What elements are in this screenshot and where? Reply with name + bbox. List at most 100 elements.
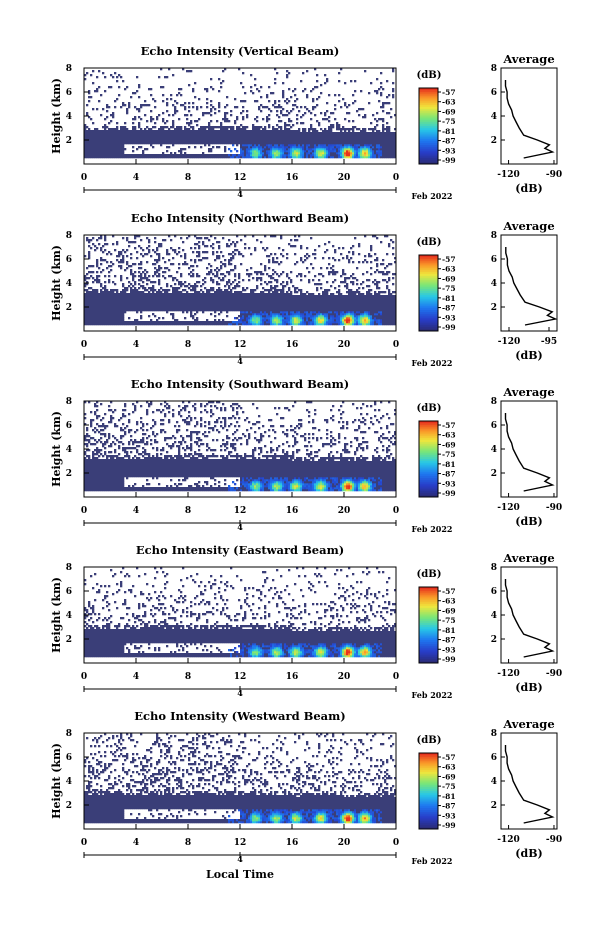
heatmap-cell <box>174 110 176 112</box>
heatmap-cell <box>224 116 226 118</box>
heatmap-cell <box>354 156 356 158</box>
heatmap-cell <box>86 154 88 156</box>
heatmap-cell <box>244 295 246 297</box>
heatmap-cell <box>260 317 262 319</box>
heatmap-cell <box>376 293 378 295</box>
heatmap-cell <box>230 297 232 299</box>
heatmap-cell <box>378 295 380 297</box>
heatmap-cell <box>110 132 112 134</box>
heatmap-cell <box>198 132 200 134</box>
heatmap-cell <box>128 130 130 132</box>
heatmap-cell <box>358 297 360 299</box>
heatmap-cell <box>116 321 118 323</box>
heatmap-cell <box>368 134 370 136</box>
heatmap-cell <box>326 136 328 138</box>
heatmap-cell <box>222 303 224 305</box>
heatmap-cell <box>296 152 298 154</box>
heatmap-cell <box>110 114 112 116</box>
heatmap-cell <box>346 297 348 299</box>
heatmap-cell <box>154 138 156 140</box>
heatmap-cell <box>208 126 210 128</box>
heatmap-cell <box>380 156 382 158</box>
heatmap-cell <box>336 132 338 134</box>
heatmap-cell <box>194 156 196 158</box>
heatmap-cell <box>338 307 340 309</box>
heatmap-cell <box>138 291 140 293</box>
x-tick-label: 0 <box>81 173 87 183</box>
heatmap-cell <box>350 311 352 313</box>
heatmap-cell <box>254 297 256 299</box>
heatmap-cell <box>260 146 262 148</box>
heatmap-cell <box>234 130 236 132</box>
heatmap-cell <box>328 132 330 134</box>
heatmap-cell <box>258 297 260 299</box>
heatmap-cell <box>250 144 252 146</box>
heatmap-cell <box>108 154 110 156</box>
heatmap-cell <box>338 315 340 317</box>
heatmap-cell <box>330 136 332 138</box>
heatmap-cell <box>144 128 146 130</box>
heatmap-cell <box>110 136 112 138</box>
heatmap-cell <box>316 319 318 321</box>
heatmap-cell <box>96 307 98 309</box>
heatmap-cell <box>382 317 384 319</box>
heatmap-cell <box>390 140 392 142</box>
heatmap-cell <box>336 303 338 305</box>
heatmap-cell <box>134 321 136 323</box>
heatmap-cell <box>248 307 250 309</box>
heatmap-cell <box>258 138 260 140</box>
heatmap-cell <box>138 293 140 295</box>
heatmap-cell <box>196 297 198 299</box>
heatmap-cell <box>162 321 164 323</box>
heatmap-cell <box>182 297 184 299</box>
heatmap-cell <box>226 303 228 305</box>
heatmap-cell <box>378 323 380 325</box>
heatmap-cell <box>148 301 150 303</box>
heatmap-cell <box>220 293 222 295</box>
heatmap-cell <box>210 110 212 112</box>
heatmap-cell <box>254 154 256 156</box>
heatmap-cell <box>152 130 154 132</box>
heatmap-cell <box>286 130 288 132</box>
heatmap-cell <box>310 295 312 297</box>
heatmap-cell <box>212 142 214 144</box>
heatmap-cell <box>324 136 326 138</box>
heatmap-cell <box>94 146 96 148</box>
heatmap-cell <box>372 138 374 140</box>
heatmap-cell <box>366 295 368 297</box>
heatmap-cell <box>284 152 286 154</box>
heatmap-cell <box>208 122 210 124</box>
heatmap-cell <box>292 138 294 140</box>
heatmap-cell <box>120 309 122 311</box>
heatmap-cell <box>112 295 114 297</box>
heatmap-cell <box>154 132 156 134</box>
heatmap-cell <box>280 156 282 158</box>
heatmap-cell <box>190 120 192 122</box>
heatmap-cell <box>346 134 348 136</box>
heatmap-cell <box>284 126 286 128</box>
heatmap-cell <box>274 134 276 136</box>
heatmap-cell <box>322 319 324 321</box>
heatmap-cell <box>132 136 134 138</box>
heatmap-cell <box>94 90 96 92</box>
heatmap-cell <box>138 307 140 309</box>
heatmap-cell <box>214 142 216 144</box>
heatmap-cell <box>188 307 190 309</box>
heatmap-cell <box>282 299 284 301</box>
heatmap-cell <box>286 299 288 301</box>
heatmap-cell <box>334 154 336 156</box>
heatmap-cell <box>114 321 116 323</box>
heatmap-cell <box>94 136 96 138</box>
heatmap-cell <box>326 299 328 301</box>
heatmap-cell <box>252 134 254 136</box>
heatmap-cell <box>224 142 226 144</box>
heatmap-cell <box>240 148 242 150</box>
heatmap-cell <box>308 152 310 154</box>
heatmap-cell <box>218 142 220 144</box>
heatmap-cell <box>180 128 182 130</box>
heatmap-cell <box>200 142 202 144</box>
heatmap-cell <box>316 146 318 148</box>
heatmap-cell <box>140 142 142 144</box>
heatmap-cell <box>136 142 138 144</box>
heatmap-cell <box>174 307 176 309</box>
